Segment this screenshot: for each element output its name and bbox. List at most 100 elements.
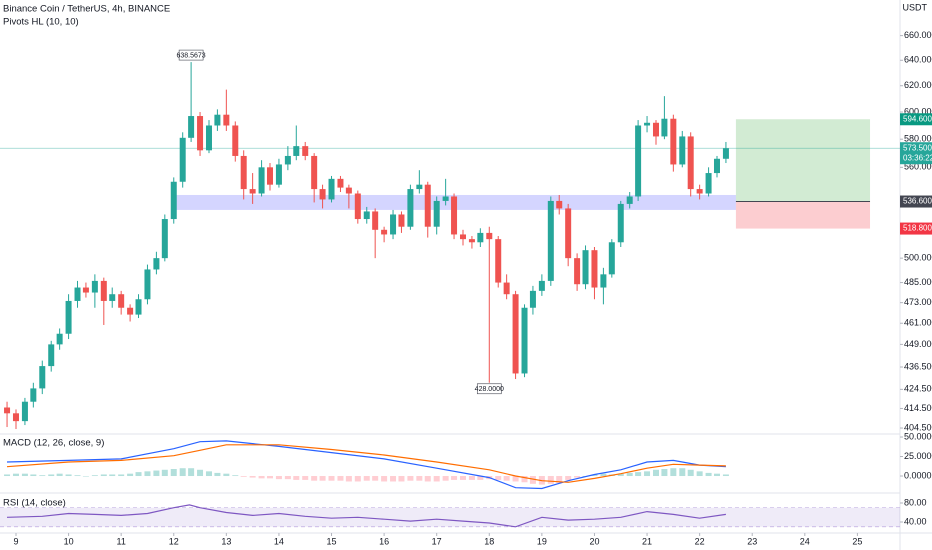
histogram-bar xyxy=(529,476,536,484)
candle-body xyxy=(30,388,37,402)
x-tick-label: 11 xyxy=(116,536,125,546)
price-tag-label: 573.5001 xyxy=(903,143,932,152)
candle-body xyxy=(39,366,46,389)
histogram-bar xyxy=(626,472,633,477)
histogram-bar xyxy=(188,468,195,477)
candle-body xyxy=(118,294,125,308)
candle-body xyxy=(258,167,265,194)
histogram-bar xyxy=(600,473,607,477)
candle-body xyxy=(354,193,361,220)
price-tag xyxy=(900,142,932,165)
histogram-bar xyxy=(258,476,265,479)
candle-body xyxy=(240,155,247,190)
candle-body xyxy=(91,280,98,293)
histogram-bar xyxy=(521,476,528,483)
histogram-bar xyxy=(82,476,89,477)
histogram-bar xyxy=(153,470,160,477)
candle-body xyxy=(100,280,107,301)
histogram-bar xyxy=(354,476,361,482)
x-tick-label: 20 xyxy=(589,536,599,546)
histogram-bar xyxy=(39,475,46,477)
histogram-bar xyxy=(21,473,28,477)
candle-body xyxy=(56,333,63,345)
candle-body xyxy=(670,118,677,165)
histogram-bar xyxy=(319,476,326,481)
pivot-label: 428.0000 xyxy=(475,386,504,393)
histogram-bar xyxy=(705,472,712,477)
histogram-bar xyxy=(74,475,81,477)
candle-body xyxy=(477,232,484,243)
histogram-bar xyxy=(390,476,397,482)
histogram-bar xyxy=(495,476,502,480)
histogram-bar xyxy=(451,476,458,480)
histogram-bar xyxy=(372,476,379,481)
histogram-bar xyxy=(687,469,694,477)
histogram-bar xyxy=(679,468,686,477)
price-tag xyxy=(900,222,932,235)
histogram-bar xyxy=(197,469,204,477)
candle-body xyxy=(390,214,397,235)
histogram-bar xyxy=(644,471,651,477)
countdown: 03:36:22 xyxy=(903,153,932,162)
histogram-bar xyxy=(293,476,300,480)
candle-body xyxy=(713,158,720,174)
y-tick-label: 40.00 xyxy=(904,516,927,526)
histogram-bar xyxy=(302,476,309,480)
indicator-line xyxy=(6,444,726,483)
pivot-label: 638.5673 xyxy=(177,52,206,59)
indicator-line xyxy=(6,440,726,490)
histogram-bar xyxy=(381,476,388,482)
candle-body xyxy=(337,178,344,188)
candle-body xyxy=(433,200,440,227)
candle-body xyxy=(319,189,326,200)
histogram-bar xyxy=(713,473,720,477)
candle-body xyxy=(424,184,431,227)
histogram-bar xyxy=(4,474,11,477)
histogram-bar xyxy=(722,474,729,477)
histogram-bar xyxy=(556,476,563,484)
y-tick-label: 473.0000 xyxy=(904,297,932,307)
candle-body xyxy=(311,155,318,190)
candle-body xyxy=(574,258,581,285)
y-tick-label: 560.0000 xyxy=(904,162,932,172)
candle-body xyxy=(197,116,204,151)
candle-body xyxy=(521,307,528,374)
x-tick-label: 16 xyxy=(379,536,389,546)
candle-body xyxy=(722,148,729,159)
histogram-bar xyxy=(433,476,440,482)
histogram-bar xyxy=(617,473,624,477)
candle-body xyxy=(48,344,55,367)
candle-body xyxy=(661,118,668,137)
candle-body xyxy=(249,189,256,194)
histogram-bar xyxy=(363,476,370,481)
histogram-bar xyxy=(161,469,168,477)
candle-body xyxy=(608,242,615,275)
candle-body xyxy=(591,250,598,288)
x-tick-label: 10 xyxy=(64,536,74,546)
histogram-bar xyxy=(91,475,98,477)
x-tick-label: 15 xyxy=(327,536,337,546)
y-tick-label: 449.0000 xyxy=(904,339,932,349)
candle-body xyxy=(538,280,545,291)
indicator-title: Pivots HL (10, 10) xyxy=(3,17,79,28)
histogram-bar xyxy=(214,472,221,477)
candle-body xyxy=(109,294,116,301)
histogram-bar xyxy=(179,468,186,477)
candle-body xyxy=(565,208,572,259)
histogram-bar xyxy=(503,476,510,481)
histogram-bar xyxy=(30,474,37,477)
histogram-bar xyxy=(416,476,423,481)
histogram-bar xyxy=(670,468,677,477)
histogram-bar xyxy=(345,476,352,482)
y-tick-label: 485.0000 xyxy=(904,277,932,287)
x-tick-label: 19 xyxy=(537,536,547,546)
candle-body xyxy=(372,211,379,230)
price-tag-label: 518.8000 xyxy=(903,224,932,233)
histogram-bar xyxy=(407,476,414,481)
y-tick-label: 50.0000 xyxy=(904,431,932,441)
price-tag xyxy=(900,113,932,126)
y-tick-label: 580.0000 xyxy=(904,134,932,144)
